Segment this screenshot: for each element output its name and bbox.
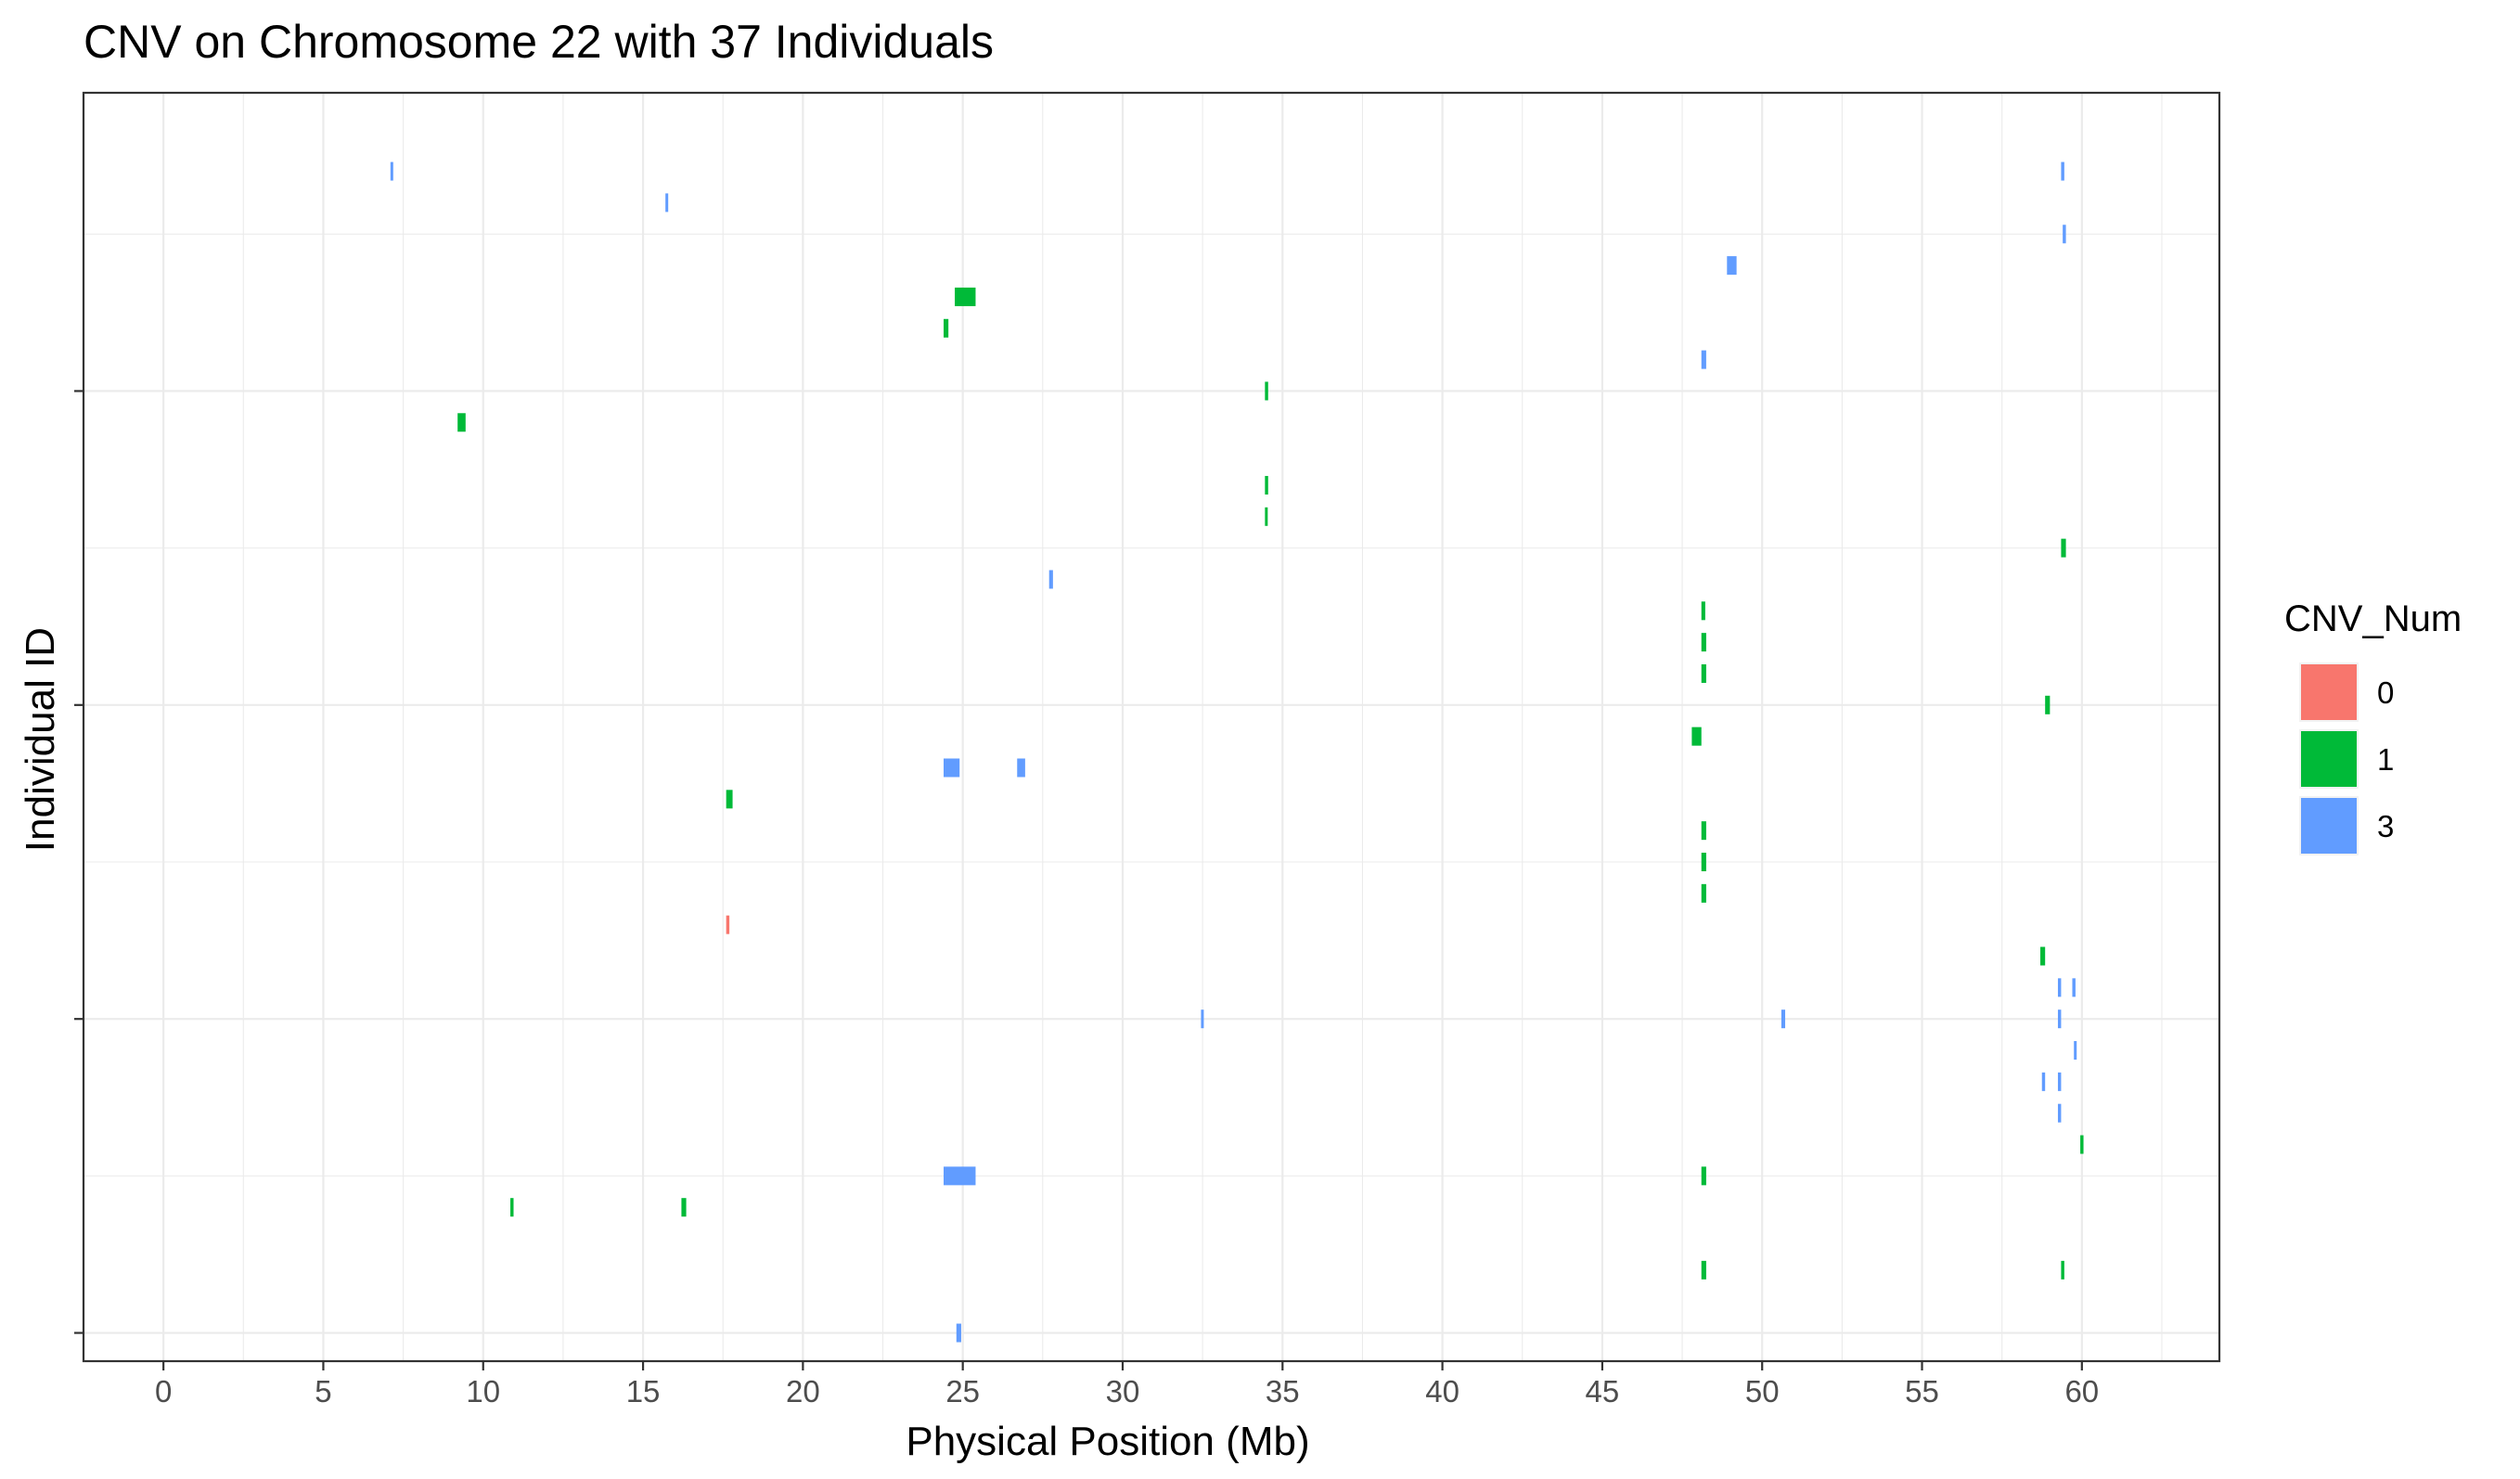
x-tick-label: 55 (1905, 1374, 1939, 1408)
x-tick-label: 10 (466, 1374, 500, 1408)
legend-label: 1 (2377, 742, 2394, 777)
x-tick-label: 50 (1745, 1374, 1780, 1408)
cnv-segment (2080, 1135, 2084, 1154)
x-tick-label: 35 (1266, 1374, 1300, 1408)
x-axis-title: Physical Position (Mb) (906, 1419, 1309, 1464)
cnv-segment (1701, 663, 1706, 683)
x-tick-label: 20 (786, 1374, 820, 1408)
cnv-segment (956, 1323, 961, 1343)
plot-panel-border (82, 91, 2221, 1363)
legend-label: 3 (2377, 809, 2394, 843)
cnv-segment (1701, 821, 1706, 841)
x-axis: 0 5 10 15 20 25 30 35 40 45 50 55 60 (155, 1361, 2099, 1408)
cnv-segment (2040, 946, 2046, 966)
cnv-segment (944, 758, 960, 778)
cnv-segment (2057, 1072, 2062, 1091)
cnv-segment (2041, 1072, 2046, 1091)
cnv-segment (390, 161, 393, 181)
cnv-segment (1701, 601, 1705, 621)
cnv-segment (2061, 161, 2064, 181)
x-tick-label: 60 (2064, 1374, 2099, 1408)
cnv-segment (2057, 1103, 2062, 1123)
cnv-segment (2072, 978, 2076, 997)
minor-gridlines (84, 93, 2219, 1361)
legend-key-0 (2301, 664, 2357, 720)
cnv-segment (2074, 1041, 2077, 1061)
y-axis (74, 390, 84, 1334)
cnv-segment (2057, 978, 2062, 997)
cnv-segment (944, 1166, 976, 1186)
cnv-segment (1701, 633, 1706, 652)
cnv-segment (944, 318, 949, 338)
legend-title: CNV_Num (2284, 598, 2462, 639)
cnv-segment (955, 287, 976, 306)
cnv-segment (457, 413, 466, 432)
cnv-segment (1701, 883, 1706, 903)
cnv-segment (2061, 1260, 2064, 1280)
major-gridlines (84, 93, 2219, 1361)
cnv-segment (1701, 1166, 1706, 1186)
x-tick-label: 5 (315, 1374, 331, 1408)
chart-title: CNV on Chromosome 22 with 37 Individuals (84, 16, 994, 68)
cnv-segment (1701, 350, 1706, 369)
cnv-segment (2045, 695, 2051, 714)
y-axis-title: Individual ID (18, 627, 63, 852)
cnv-segment (1781, 1010, 1786, 1029)
x-tick-label: 45 (1586, 1374, 1620, 1408)
cnv-segment (1265, 475, 1268, 495)
cnv-segment (1727, 256, 1737, 276)
cnv-segments (390, 161, 2084, 1343)
cnv-segment (2061, 538, 2066, 558)
legend-key-3 (2301, 798, 2357, 854)
cnv-segment (1701, 852, 1706, 871)
cnv-segment (510, 1198, 514, 1217)
cnv-segment (1201, 1010, 1204, 1029)
cnv-segment (726, 915, 730, 934)
cnv-segment (2063, 225, 2066, 244)
x-tick-label: 0 (155, 1374, 172, 1408)
x-tick-label: 25 (945, 1374, 980, 1408)
legend: CNV_Num 0 1 3 (2284, 598, 2462, 855)
x-tick-label: 40 (1425, 1374, 1459, 1408)
cnv-segment (1048, 570, 1053, 589)
cnv-segment (726, 790, 733, 809)
cnv-segment (665, 193, 669, 212)
cnv-segment (681, 1198, 687, 1217)
cnv-segment (1691, 727, 1702, 746)
cnv-segment (1265, 381, 1268, 401)
legend-label: 0 (2377, 675, 2394, 710)
cnv-segment (2057, 1010, 2062, 1029)
cnv-segment (1265, 507, 1268, 526)
cnv-segment (1017, 758, 1025, 778)
legend-key-1 (2301, 731, 2357, 787)
x-tick-label: 30 (1106, 1374, 1140, 1408)
cnv-segment (1701, 1260, 1706, 1280)
x-tick-label: 15 (626, 1374, 661, 1408)
